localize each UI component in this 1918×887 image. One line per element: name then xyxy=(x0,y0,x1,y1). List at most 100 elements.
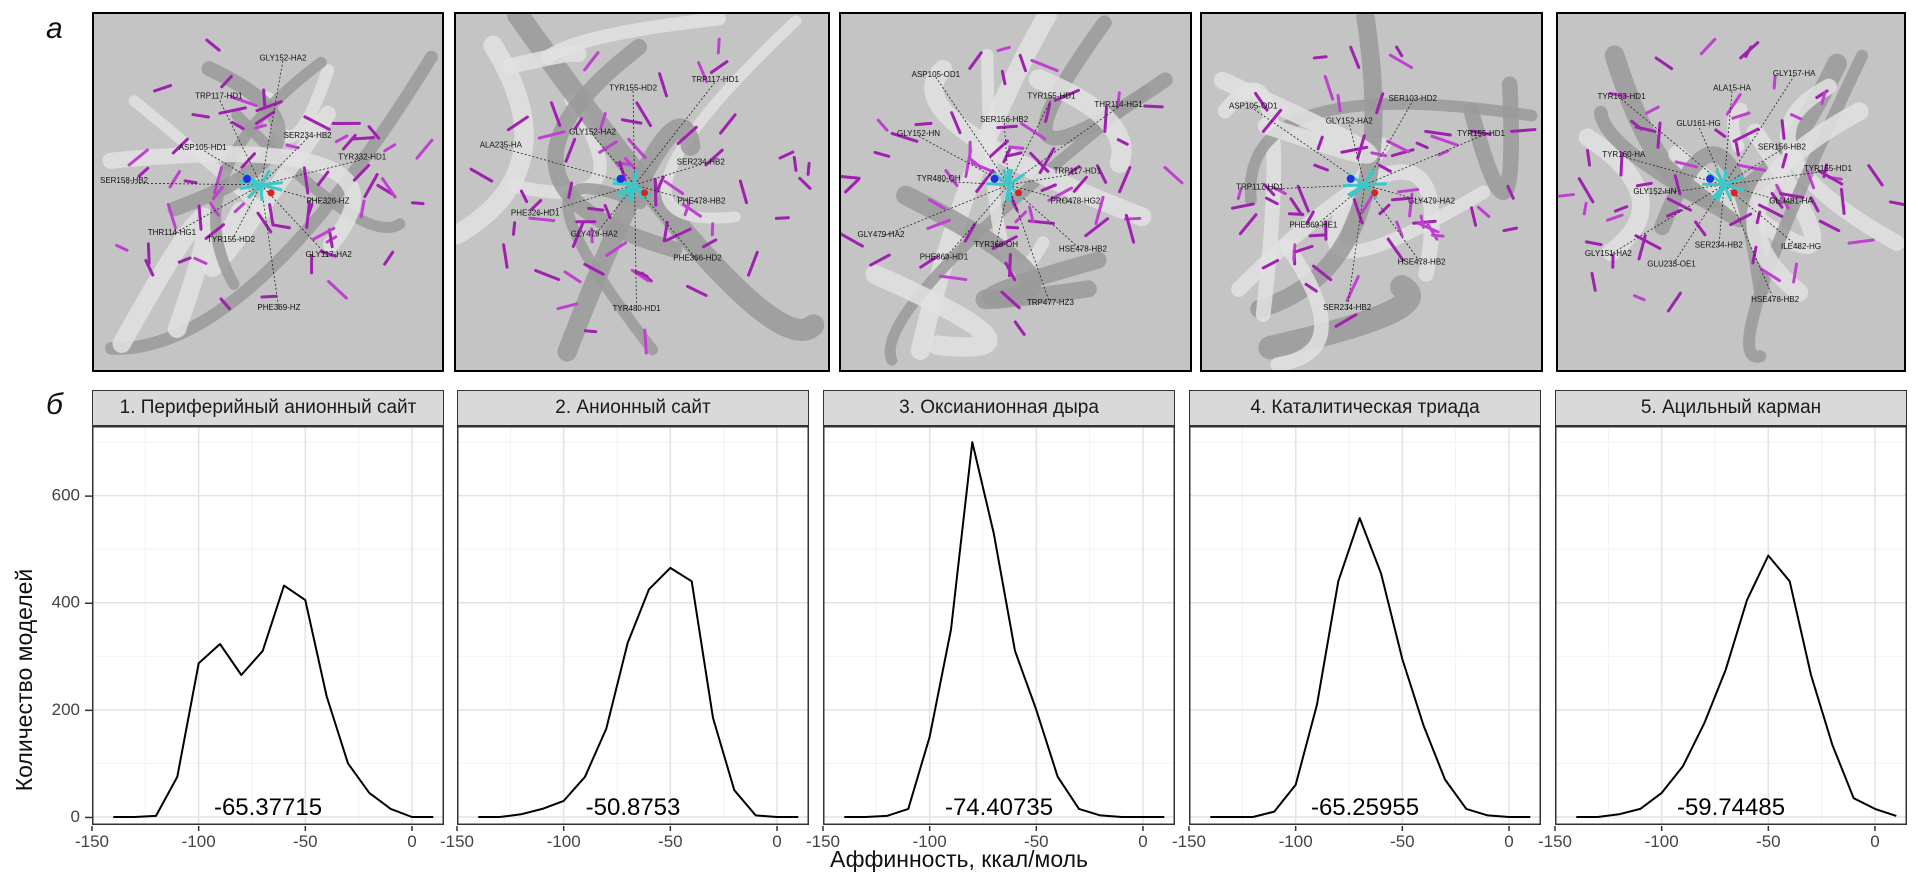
contact-line xyxy=(1008,106,1119,186)
residue-stick xyxy=(1590,271,1597,292)
residue-stick xyxy=(1265,196,1279,206)
residue-stick xyxy=(254,110,276,125)
residue-stick xyxy=(168,170,182,189)
residue-stick xyxy=(1008,145,1025,150)
facet-plot: -65.37715 xyxy=(92,426,444,825)
residue-stick xyxy=(1292,243,1297,262)
oxygen-atom xyxy=(1015,189,1023,197)
contact-line xyxy=(593,184,635,237)
molecular-render: PHE478-HB2 PHE366-HD2 TYR480-HD1 GLY479-HA2… xyxy=(456,14,828,370)
residue-stick xyxy=(1789,113,1803,121)
x-tick-label: -50 xyxy=(293,832,318,851)
ligand-bond xyxy=(1349,183,1366,199)
residue-stick xyxy=(363,173,379,199)
protein-ribbon xyxy=(1270,238,1329,370)
protein-ribbon xyxy=(1746,102,1869,302)
residue-stick xyxy=(914,121,933,127)
residue-label: TYR163-HD1 xyxy=(1598,92,1647,101)
residue-stick xyxy=(876,118,889,132)
residue-label: TRP477-HZ3 xyxy=(1027,298,1075,307)
residue-stick xyxy=(1558,193,1575,198)
residue-stick xyxy=(302,166,310,195)
residue-stick xyxy=(798,176,812,190)
protein-ribbon xyxy=(562,183,659,356)
contact-line xyxy=(634,184,698,261)
ligand-bond xyxy=(1702,182,1725,187)
protein-ribbon xyxy=(981,251,1107,308)
residue-stick xyxy=(778,150,795,160)
molecular-view-4: GLY479-HA2 HSE478-HB2 SER234-HB2 PHE369-HE1… xyxy=(1200,12,1543,372)
residue-label: GLY117-HA2 xyxy=(305,250,352,259)
ligand-bond xyxy=(1364,182,1387,187)
ligand-bond xyxy=(1723,183,1746,193)
residue-label: ASP105-HD1 xyxy=(179,143,228,152)
ligand-bond xyxy=(239,183,262,191)
contact-line xyxy=(1723,75,1795,186)
residue-stick xyxy=(664,227,692,242)
y-tick-label: 400 xyxy=(52,593,80,612)
residue-stick xyxy=(583,262,605,276)
residue-label: TYR155-HD1 xyxy=(1457,129,1506,138)
residue-label: TYR160-HA xyxy=(1602,150,1646,159)
residue-stick xyxy=(738,179,749,205)
plot-border xyxy=(1189,426,1541,825)
residue-stick xyxy=(1424,129,1452,137)
facet-plot: -59.74485 xyxy=(1555,426,1907,825)
residue-stick xyxy=(1304,282,1318,293)
residue-stick xyxy=(1047,186,1074,202)
residue-label: ALA15-HA xyxy=(1713,84,1751,93)
mean-affinity-label: -50.8753 xyxy=(586,794,681,821)
residue-stick xyxy=(1839,187,1846,215)
protein-ribbon xyxy=(210,56,327,290)
residue-stick xyxy=(1313,163,1329,172)
plot-border xyxy=(457,426,809,825)
residue-stick xyxy=(1370,151,1388,158)
x-tick-label: -100 xyxy=(913,832,947,851)
residue-stick xyxy=(1084,217,1110,238)
facet-5: 5. Ацильный карман -59.74485 xyxy=(1555,390,1907,825)
protein-ribbon xyxy=(1037,15,1173,146)
residue-stick xyxy=(1308,233,1327,238)
residue-label: PHE369-HE1 xyxy=(1289,221,1338,230)
facet-2: 2. Анионный сайт -50.8753 xyxy=(457,390,809,825)
residue-stick xyxy=(1103,105,1109,133)
residue-stick xyxy=(254,123,267,130)
residue-stick xyxy=(890,131,919,143)
protein-ribbon xyxy=(557,118,701,362)
residue-stick xyxy=(1666,208,1682,218)
residue-stick xyxy=(1847,238,1875,245)
residue-stick xyxy=(1734,141,1740,157)
residue-stick xyxy=(1000,69,1007,86)
contact-line xyxy=(1723,149,1783,186)
protein-ribbon xyxy=(865,264,998,357)
residue-stick xyxy=(1395,220,1404,238)
ligand-bond xyxy=(1007,184,1012,201)
residue-stick xyxy=(599,112,607,131)
residue-stick xyxy=(996,45,1011,53)
mean-affinity-label: -74.40735 xyxy=(945,794,1053,821)
residue-stick xyxy=(1757,203,1784,218)
facet-plot: -74.40735 xyxy=(823,426,1175,825)
residue-stick xyxy=(869,253,891,267)
residue-stick xyxy=(383,143,397,153)
residue-stick xyxy=(262,88,267,108)
residue-stick xyxy=(376,183,395,196)
residue-stick xyxy=(213,165,224,195)
x-tick-label: -150 xyxy=(1538,832,1572,851)
x-tick-label: 0 xyxy=(1870,832,1879,851)
y-axis-label: Количество моделей xyxy=(11,569,37,792)
y-tick-label: 600 xyxy=(52,486,80,505)
protein-ribbon xyxy=(105,50,438,355)
residue-label: TYR155-HD1 xyxy=(1027,92,1076,101)
residue-label: GLY152-HN xyxy=(1633,187,1676,196)
residue-stick xyxy=(1867,164,1884,187)
residue-stick xyxy=(306,203,314,217)
residue-stick xyxy=(1632,294,1646,302)
residue-stick xyxy=(183,179,198,185)
contact-line xyxy=(1008,98,1052,186)
residue-stick xyxy=(341,133,357,151)
contact-line xyxy=(880,184,1009,238)
residue-stick xyxy=(506,115,529,132)
residue-stick xyxy=(1236,187,1243,201)
residue-label: SER158-HB2 xyxy=(100,176,149,185)
